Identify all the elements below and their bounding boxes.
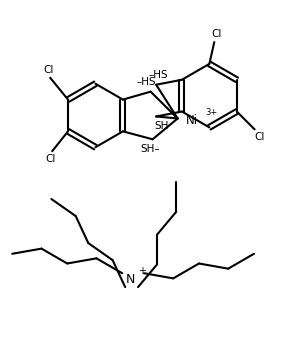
- Text: Ni: Ni: [186, 114, 198, 127]
- Text: –HS: –HS: [148, 70, 168, 80]
- Text: SH–: SH–: [141, 144, 160, 154]
- Text: N: N: [125, 273, 135, 286]
- Text: –HS: –HS: [137, 77, 156, 87]
- Text: Cl: Cl: [255, 132, 265, 142]
- Text: +: +: [138, 266, 146, 276]
- Text: Cl: Cl: [43, 65, 53, 75]
- Text: SH: SH: [154, 121, 168, 131]
- Text: Cl: Cl: [211, 29, 221, 39]
- Text: Cl: Cl: [45, 154, 55, 164]
- Text: 3+: 3+: [205, 108, 218, 117]
